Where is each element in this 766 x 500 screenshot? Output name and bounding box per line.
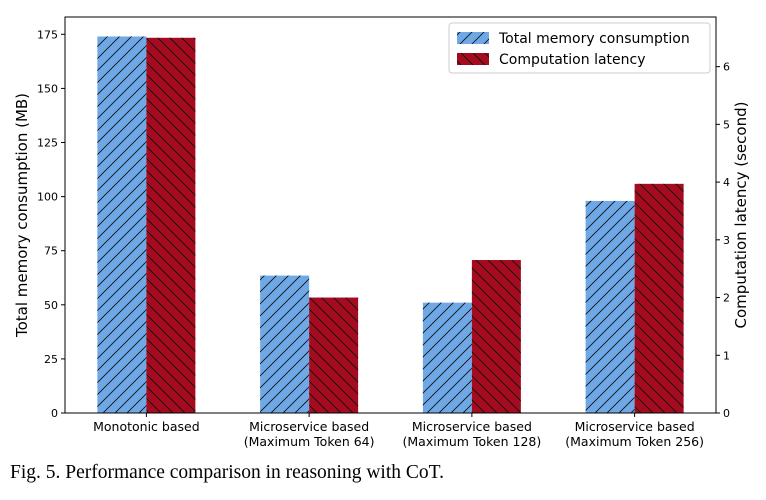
bar-latency-3 <box>634 183 684 413</box>
x-tick-label: Microservice based <box>575 419 695 434</box>
legend-swatch-latency <box>457 53 489 65</box>
left-tick-label: 50 <box>44 299 58 312</box>
left-tick-label: 0 <box>51 407 58 420</box>
x-tick-label: (Maximum Token 128) <box>403 434 542 449</box>
bar-chart: 0 25 50 75 100 125 150 175 0 1 2 3 4 5 6 Monotonic ba… <box>13 16 750 449</box>
right-y-axis: 0 1 2 3 4 5 6 <box>716 61 730 420</box>
right-tick-label: 6 <box>723 61 730 74</box>
x-tick-label: Microservice based <box>412 419 532 434</box>
left-tick-label: 150 <box>37 82 58 95</box>
legend-label: Total memory consumption <box>498 31 690 47</box>
x-axis: Monotonic based Microservice based(Maximu… <box>93 413 704 449</box>
figure-caption: Fig. 5. Performance comparison in reason… <box>10 462 444 483</box>
legend-box <box>448 22 711 74</box>
left-tick-label: 175 <box>37 28 58 41</box>
right-tick-label: 1 <box>723 349 730 362</box>
legend: Total memory consumption Computation late… <box>448 22 711 74</box>
bar-memory-0 <box>97 36 147 414</box>
left-axis-title: Total memory consumption (MB) <box>13 93 31 338</box>
right-tick-label: 2 <box>723 292 730 305</box>
x-tick-label: (Maximum Token 256) <box>565 434 704 449</box>
left-tick-label: 100 <box>37 191 58 204</box>
right-tick-label: 4 <box>723 176 730 189</box>
left-tick-label: 75 <box>44 245 58 258</box>
bar-memory-1 <box>260 275 310 413</box>
bar-memory-3 <box>585 200 635 413</box>
bar-latency-0 <box>146 37 196 413</box>
left-tick-label: 25 <box>44 353 58 366</box>
left-tick-label: 125 <box>37 137 58 150</box>
right-tick-label: 0 <box>723 407 730 420</box>
right-axis-title: Computation latency (second) <box>732 102 750 329</box>
left-y-axis: 0 25 50 75 100 125 150 175 <box>37 28 65 420</box>
bar-memory-2 <box>422 302 472 413</box>
plot-frame <box>64 16 717 414</box>
x-tick-label: Microservice based <box>249 419 369 434</box>
bar-latency-2 <box>471 260 521 413</box>
legend-label: Computation latency <box>499 52 646 68</box>
bars-group <box>97 36 684 414</box>
legend-swatch-memory <box>457 32 489 44</box>
x-tick-label: Monotonic based <box>93 419 200 434</box>
x-tick-label: (Maximum Token 64) <box>244 434 375 449</box>
right-tick-label: 5 <box>723 118 730 131</box>
right-tick-label: 3 <box>723 234 730 247</box>
bar-latency-1 <box>309 297 359 413</box>
